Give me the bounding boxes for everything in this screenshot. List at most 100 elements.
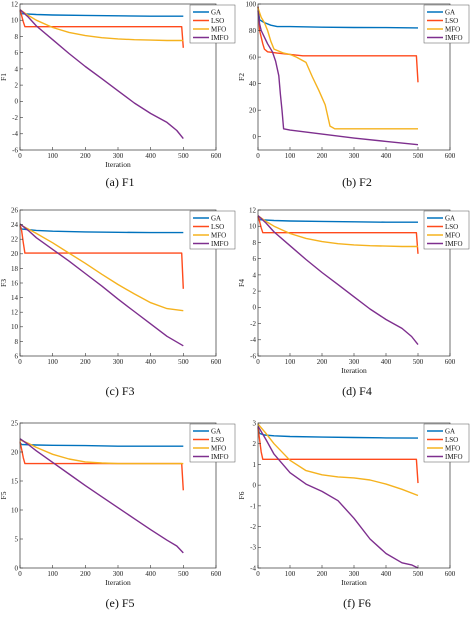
y-tick-label: 14 xyxy=(11,294,19,302)
x-tick-label: 100 xyxy=(47,152,58,160)
y-tick-label: 8 xyxy=(15,33,19,41)
y-tick-label: -2 xyxy=(250,320,256,328)
x-tick-label: 100 xyxy=(285,570,296,578)
y-tick-label: 15 xyxy=(11,477,19,485)
x-tick-label: 0 xyxy=(18,152,22,160)
y-tick-label: 3 xyxy=(253,419,257,427)
y-tick-label: 0 xyxy=(15,98,19,106)
series-line-mfo xyxy=(19,439,184,465)
x-tick-label: 300 xyxy=(113,152,124,160)
x-tick-label: 600 xyxy=(445,152,456,160)
x-tick-label: 100 xyxy=(47,570,58,578)
x-tick-label: 400 xyxy=(145,358,156,366)
y-tick-label: -2 xyxy=(250,523,256,531)
series-line-imfo xyxy=(257,10,419,146)
x-tick-label: 200 xyxy=(317,152,328,160)
x-tick-label: 600 xyxy=(445,358,456,366)
x-tick-label: 0 xyxy=(256,152,260,160)
y-tick-label: 6 xyxy=(15,352,19,360)
legend-label-lso: LSO xyxy=(211,17,224,25)
x-tick-label: 500 xyxy=(178,152,189,160)
y-tick-label: 0 xyxy=(253,304,257,312)
x-tick-label: 200 xyxy=(80,152,91,160)
legend-label-lso: LSO xyxy=(445,223,458,231)
y-tick-label: 2 xyxy=(15,82,19,90)
legend-label-ga: GA xyxy=(211,9,221,17)
y-tick-label: 6 xyxy=(253,255,257,263)
y-tick-label: 25 xyxy=(11,419,19,427)
y-tick-label: 1 xyxy=(253,461,257,469)
y-tick-label: 80 xyxy=(249,27,257,35)
legend-label-mfo: MFO xyxy=(445,445,460,453)
y-axis-label: F6 xyxy=(237,491,246,499)
y-tick-label: -4 xyxy=(250,336,256,344)
y-axis-label: F1 xyxy=(0,73,8,81)
y-tick-label: 12 xyxy=(249,206,257,214)
y-tick-label: 10 xyxy=(11,323,19,331)
y-tick-label: 18 xyxy=(11,265,19,273)
chart-F6: 0 100 200 300 400 500 600 -4 -3 -2 -1 0 1 2 3 Iteration… xyxy=(237,419,470,610)
y-tick-label: 10 xyxy=(11,506,19,514)
legend-label-mfo: MFO xyxy=(211,26,226,34)
series-line-mfo xyxy=(257,423,419,497)
legend-label-imfo: IMFO xyxy=(445,453,463,461)
legend-label-imfo: IMFO xyxy=(445,34,463,42)
y-tick-label: 10 xyxy=(249,223,257,231)
x-tick-label: 0 xyxy=(18,570,22,578)
series-line-mfo xyxy=(257,7,418,130)
chart-caption: (d) F4 xyxy=(342,384,372,398)
legend-label-ga: GA xyxy=(211,428,221,436)
x-tick-label: 100 xyxy=(285,358,296,366)
series-line-lso xyxy=(257,6,419,83)
x-tick-label: 300 xyxy=(349,358,360,366)
chart-F5: 0 100 200 300 400 500 600 0 5 10 15 20 25 Iteration F5… xyxy=(0,419,236,610)
y-axis-label: F4 xyxy=(237,279,246,287)
y-tick-label: 20 xyxy=(11,250,19,258)
x-tick-label: 200 xyxy=(317,570,328,578)
legend-label-lso: LSO xyxy=(211,223,224,231)
legend-label-mfo: MFO xyxy=(211,445,226,453)
series-line-ga xyxy=(257,6,419,29)
y-tick-label: -1 xyxy=(250,502,256,510)
x-axis-label: Iteration xyxy=(105,578,131,587)
y-tick-label: 2 xyxy=(253,440,257,448)
y-tick-label: -6 xyxy=(12,146,18,154)
y-tick-label: 16 xyxy=(11,279,19,287)
plot-frame xyxy=(257,422,451,569)
x-tick-label: 0 xyxy=(256,358,260,366)
legend-label-imfo: IMFO xyxy=(445,240,463,248)
chart-F4: 0 100 200 300 400 500 600 -6 -4 -2 0 2 4 6 8 10 12 Iterat… xyxy=(237,206,470,398)
series-line-lso xyxy=(19,10,184,48)
legend-label-ga: GA xyxy=(211,215,221,223)
series-line-ga xyxy=(19,225,184,234)
series-line-mfo xyxy=(257,215,418,248)
y-tick-label: 8 xyxy=(15,338,19,346)
legend-label-mfo: MFO xyxy=(445,26,460,34)
x-tick-label: 600 xyxy=(211,358,222,366)
legend-label-lso: LSO xyxy=(211,436,224,444)
x-tick-label: 300 xyxy=(349,152,360,160)
y-tick-label: 10 xyxy=(11,17,19,25)
x-tick-label: 400 xyxy=(145,152,156,160)
y-tick-label: 2 xyxy=(253,288,257,296)
y-axis-label: F2 xyxy=(237,73,246,81)
x-tick-label: 0 xyxy=(18,358,22,366)
legend-label-imfo: IMFO xyxy=(211,240,229,248)
y-tick-label: 6 xyxy=(15,49,19,57)
series-line-lso xyxy=(19,441,184,491)
chart-caption: (a) F1 xyxy=(106,175,135,189)
x-axis-label: Iteration xyxy=(341,366,367,375)
series-line-imfo xyxy=(257,215,419,346)
y-tick-label: 60 xyxy=(249,53,257,61)
y-tick-label: -4 xyxy=(250,564,256,572)
y-tick-label: -6 xyxy=(250,352,256,360)
chart-F1: 0 100 200 300 400 500 600 -6 -4 -2 0 2 4 6 8 10 12 Iterat… xyxy=(0,0,236,189)
legend-label-imfo: IMFO xyxy=(211,453,229,461)
x-tick-label: 500 xyxy=(413,152,424,160)
